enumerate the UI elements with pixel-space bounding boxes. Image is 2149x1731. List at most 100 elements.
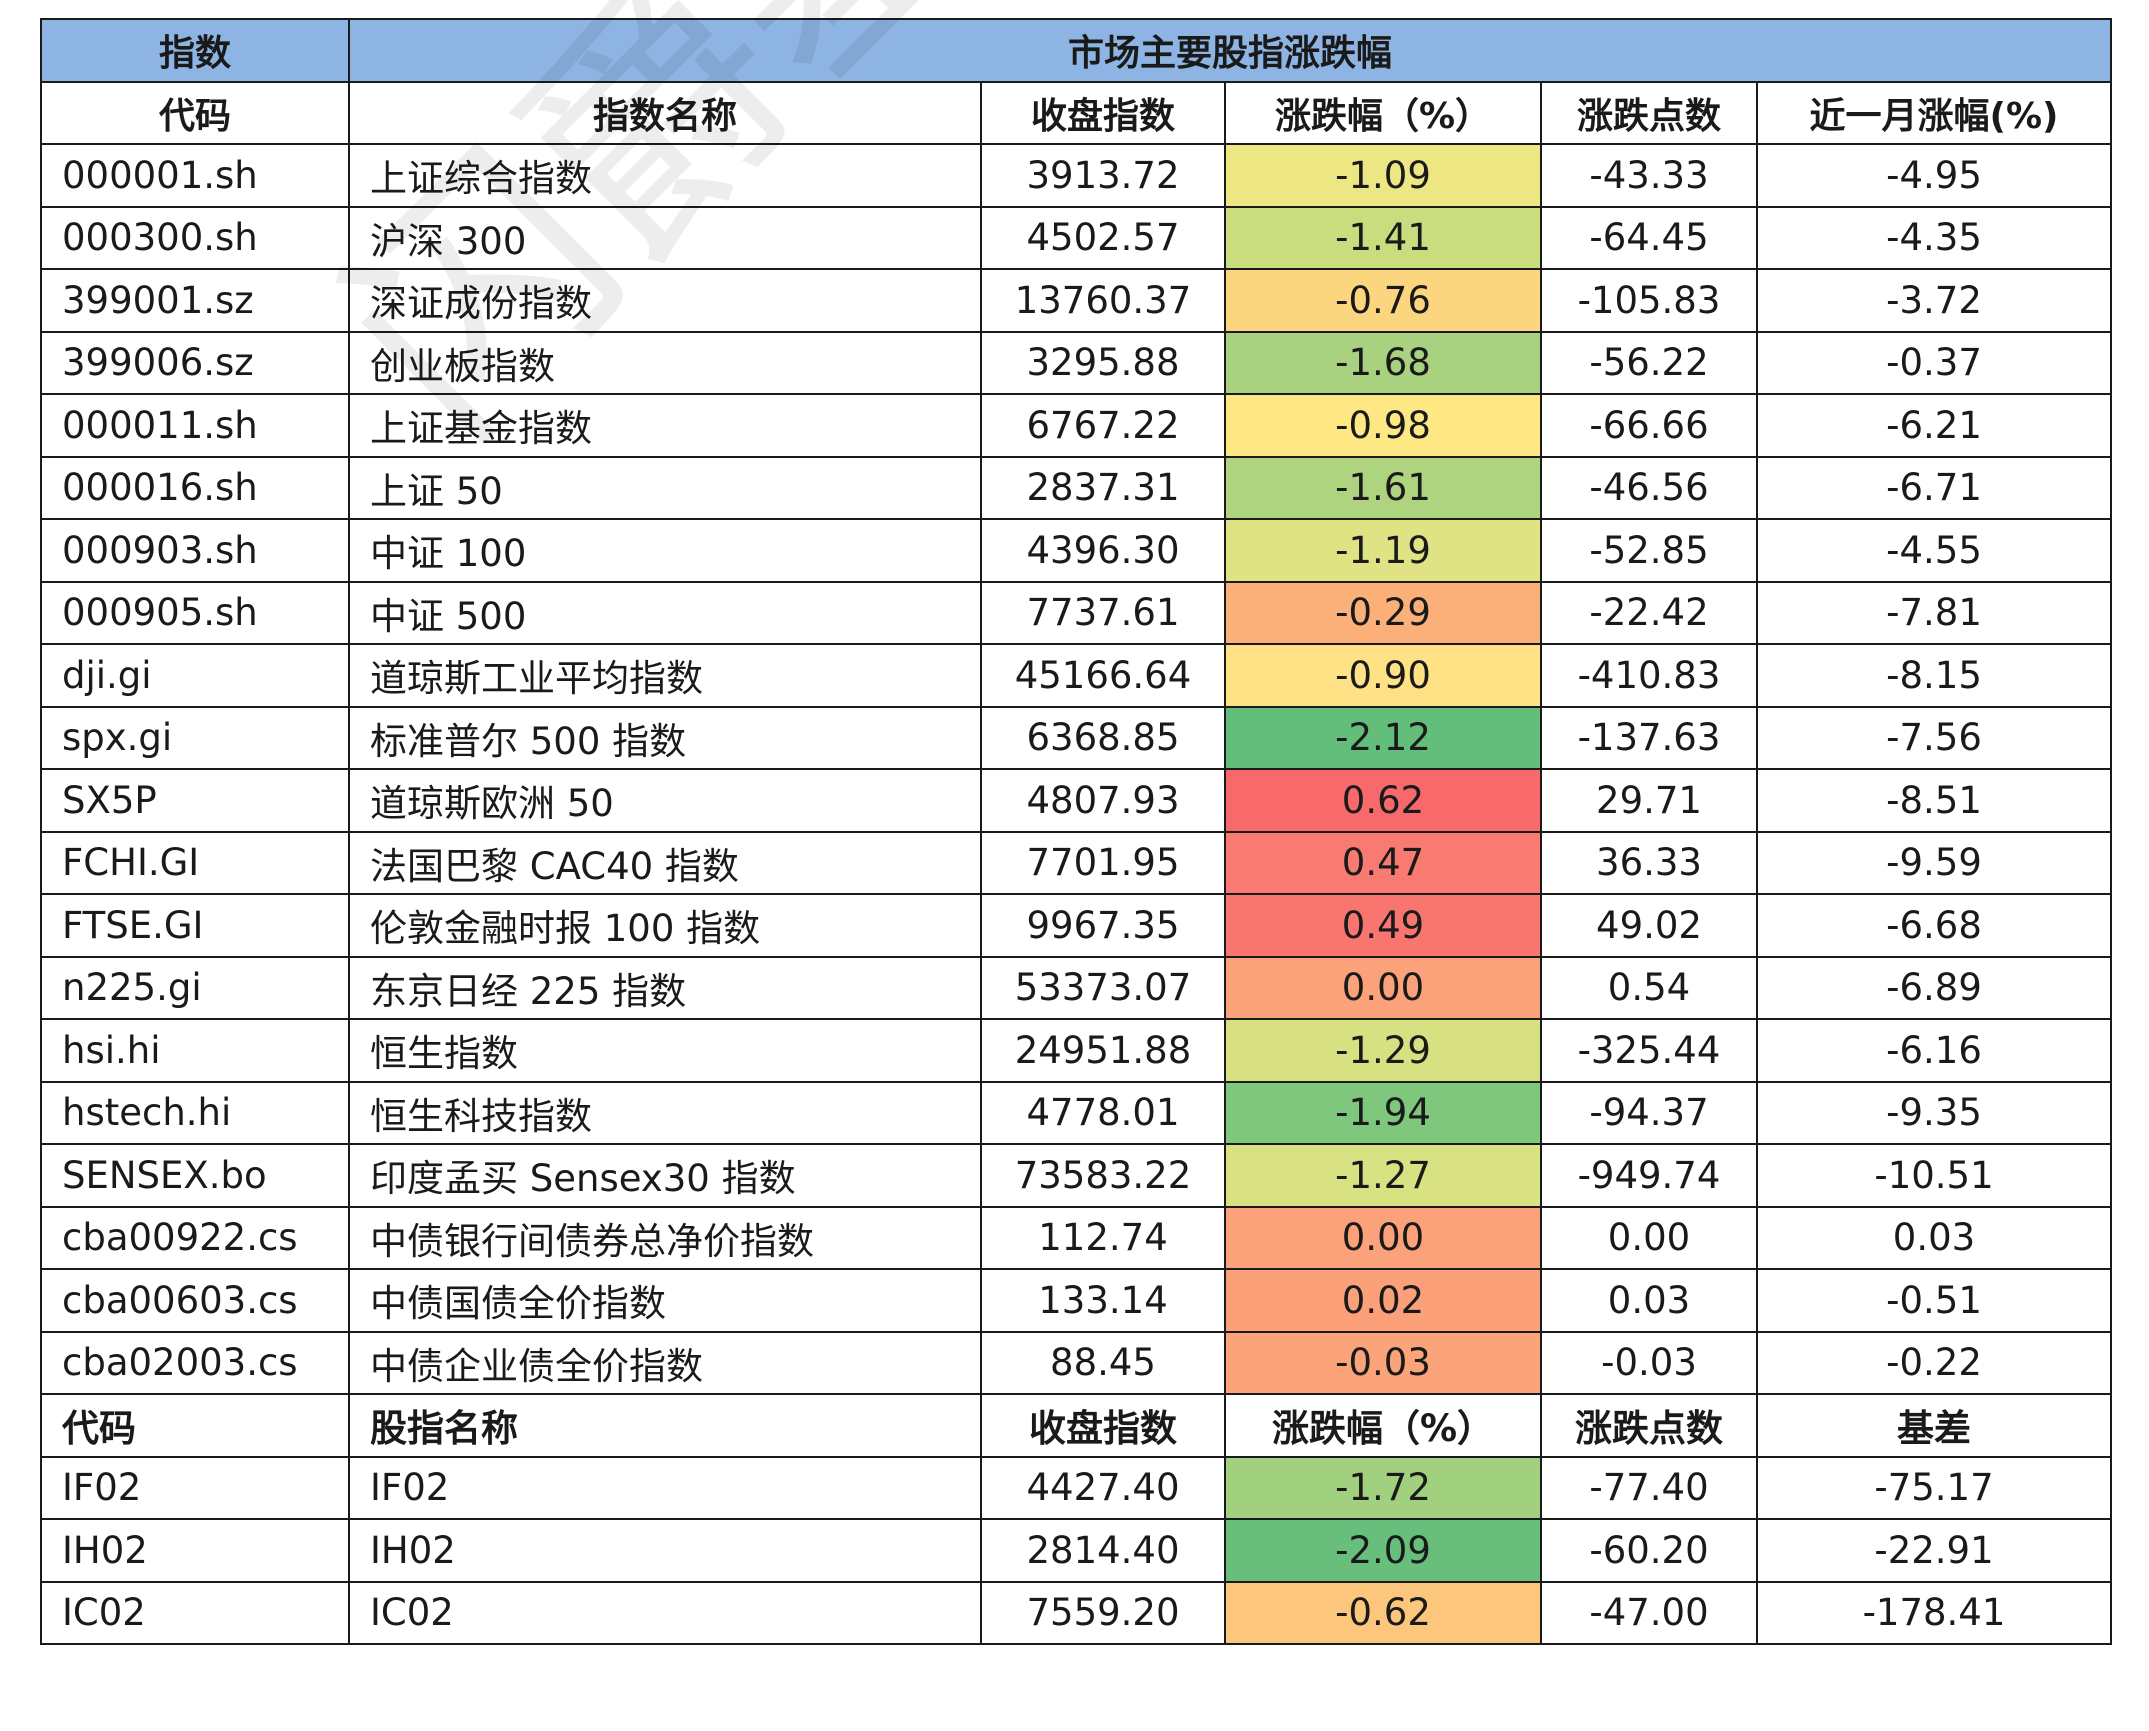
col-close: 收盘指数 xyxy=(980,80,1226,145)
cell-pts: -60.20 xyxy=(1540,1518,1758,1583)
table-row: 000903.sh 中证 100 4396.30 -1.19 -52.85 -4.55 xyxy=(40,518,2112,583)
table-row: cba00603.cs 中债国债全价指数 133.14 0.02 0.03 -0.51 xyxy=(40,1268,2112,1333)
cell-code: 000903.sh xyxy=(40,518,350,583)
cell-pts: -64.45 xyxy=(1540,205,1758,270)
cell-code: 000001.sh xyxy=(40,143,350,208)
cell-month: -6.16 xyxy=(1756,1018,2112,1083)
cell-name: 上证基金指数 xyxy=(348,393,982,458)
cell-close: 2837.31 xyxy=(980,455,1226,520)
table-row: IH02 IH02 2814.40 -2.09 -60.20 -22.91 xyxy=(40,1518,2112,1583)
cell-code: SX5P xyxy=(40,768,350,833)
cell-close: 6767.22 xyxy=(980,393,1226,458)
cell-pct: -1.94 xyxy=(1224,1080,1542,1145)
cell-name: 深证成份指数 xyxy=(348,268,982,333)
cell-pts: 0.00 xyxy=(1540,1205,1758,1270)
cell-month: -10.51 xyxy=(1756,1143,2112,1208)
cell-pct: -0.98 xyxy=(1224,393,1542,458)
table-row: SENSEX.bo 印度孟买 Sensex30 指数 73583.22 -1.27 -9… xyxy=(40,1143,2112,1208)
cell-pts: -56.22 xyxy=(1540,330,1758,395)
cell-code: IC02 xyxy=(40,1580,350,1645)
table-row: 000011.sh 上证基金指数 6767.22 -0.98 -66.66 -6.21 xyxy=(40,393,2112,458)
cell-name: 法国巴黎 CAC40 指数 xyxy=(348,830,982,895)
cell-code: IH02 xyxy=(40,1518,350,1583)
cell-code: 399006.sz xyxy=(40,330,350,395)
cell-pts: 36.33 xyxy=(1540,830,1758,895)
table-row: cba02003.cs 中债企业债全价指数 88.45 -0.03 -0.03 -0.22 xyxy=(40,1330,2112,1395)
cell-pct: -0.29 xyxy=(1224,580,1542,645)
cell-name: 中证 500 xyxy=(348,580,982,645)
cell-pts: -46.56 xyxy=(1540,455,1758,520)
col-pts: 涨跌点数 xyxy=(1540,80,1758,145)
cell-code: SENSEX.bo xyxy=(40,1143,350,1208)
cell-month: -6.71 xyxy=(1756,455,2112,520)
futures-col-header: 代码 xyxy=(40,1393,350,1458)
cell-close: 4396.30 xyxy=(980,518,1226,583)
cell-pts: -43.33 xyxy=(1540,143,1758,208)
cell-close: 3295.88 xyxy=(980,330,1226,395)
cell-pct: -0.03 xyxy=(1224,1330,1542,1395)
cell-close: 133.14 xyxy=(980,1268,1226,1333)
cell-month: -6.68 xyxy=(1756,893,2112,958)
cell-code: 000011.sh xyxy=(40,393,350,458)
cell-name: 中债银行间债券总净价指数 xyxy=(348,1205,982,1270)
cell-month: -75.17 xyxy=(1756,1455,2112,1520)
table-row: SX5P 道琼斯欧洲 50 4807.93 0.62 29.71 -8.51 xyxy=(40,768,2112,833)
cell-month: -7.81 xyxy=(1756,580,2112,645)
cell-month: -0.51 xyxy=(1756,1268,2112,1333)
cell-pct: -1.61 xyxy=(1224,455,1542,520)
cell-month: -0.37 xyxy=(1756,330,2112,395)
cell-code: n225.gi xyxy=(40,955,350,1020)
cell-name: 标准普尔 500 指数 xyxy=(348,705,982,770)
cell-pct: 0.00 xyxy=(1224,955,1542,1020)
futures-col-header: 股指名称 xyxy=(348,1393,982,1458)
cell-code: hstech.hi xyxy=(40,1080,350,1145)
cell-pct: -1.27 xyxy=(1224,1143,1542,1208)
cell-name: 沪深 300 xyxy=(348,205,982,270)
table-row: 000016.sh 上证 50 2837.31 -1.61 -46.56 -6.71 xyxy=(40,455,2112,520)
cell-close: 88.45 xyxy=(980,1330,1226,1395)
cell-pct: -0.62 xyxy=(1224,1580,1542,1645)
table-row: 399001.sz 深证成份指数 13760.37 -0.76 -105.83 -3.72 xyxy=(40,268,2112,333)
cell-pct: -0.90 xyxy=(1224,643,1542,708)
cell-code: hsi.hi xyxy=(40,1018,350,1083)
cell-name: 中债企业债全价指数 xyxy=(348,1330,982,1395)
cell-pct: -1.68 xyxy=(1224,330,1542,395)
cell-pts: -137.63 xyxy=(1540,705,1758,770)
cell-code: spx.gi xyxy=(40,705,350,770)
cell-name: IH02 xyxy=(348,1518,982,1583)
cell-close: 13760.37 xyxy=(980,268,1226,333)
cell-code: FTSE.GI xyxy=(40,893,350,958)
cell-month: 0.03 xyxy=(1756,1205,2112,1270)
col-month: 近一月涨幅(%) xyxy=(1756,80,2112,145)
cell-month: -4.55 xyxy=(1756,518,2112,583)
cell-code: cba02003.cs xyxy=(40,1330,350,1395)
cell-close: 45166.64 xyxy=(980,643,1226,708)
market-index-table: 指数 市场主要股指涨跌幅 代码 指数名称 收盘指数 涨跌幅（%） 涨跌点数 近一… xyxy=(40,18,2112,1645)
cell-pts: -22.42 xyxy=(1540,580,1758,645)
cell-close: 7737.61 xyxy=(980,580,1226,645)
cell-code: 000300.sh xyxy=(40,205,350,270)
cell-name: 东京日经 225 指数 xyxy=(348,955,982,1020)
cell-month: -3.72 xyxy=(1756,268,2112,333)
column-header-row: 代码 指数名称 收盘指数 涨跌幅（%） 涨跌点数 近一月涨幅(%) xyxy=(40,80,2112,145)
futures-col-header: 涨跌幅（%） xyxy=(1224,1393,1542,1458)
cell-name: IC02 xyxy=(348,1580,982,1645)
cell-close: 4807.93 xyxy=(980,768,1226,833)
table-row: n225.gi 东京日经 225 指数 53373.07 0.00 0.54 -6.89 xyxy=(40,955,2112,1020)
cell-month: -8.51 xyxy=(1756,768,2112,833)
cell-name: 道琼斯工业平均指数 xyxy=(348,643,982,708)
cell-code: 000016.sh xyxy=(40,455,350,520)
cell-pct: -1.19 xyxy=(1224,518,1542,583)
table-row: FCHI.GI 法国巴黎 CAC40 指数 7701.95 0.47 36.33 -9.5… xyxy=(40,830,2112,895)
cell-month: -22.91 xyxy=(1756,1518,2112,1583)
cell-month: -9.35 xyxy=(1756,1080,2112,1145)
cell-name: 印度孟买 Sensex30 指数 xyxy=(348,1143,982,1208)
cell-pct: 0.62 xyxy=(1224,768,1542,833)
cell-month: -6.21 xyxy=(1756,393,2112,458)
cell-name: 中证 100 xyxy=(348,518,982,583)
table-row: 399006.sz 创业板指数 3295.88 -1.68 -56.22 -0.37 xyxy=(40,330,2112,395)
cell-pts: -77.40 xyxy=(1540,1455,1758,1520)
cell-code: dji.gi xyxy=(40,643,350,708)
cell-close: 24951.88 xyxy=(980,1018,1226,1083)
cell-close: 7559.20 xyxy=(980,1580,1226,1645)
